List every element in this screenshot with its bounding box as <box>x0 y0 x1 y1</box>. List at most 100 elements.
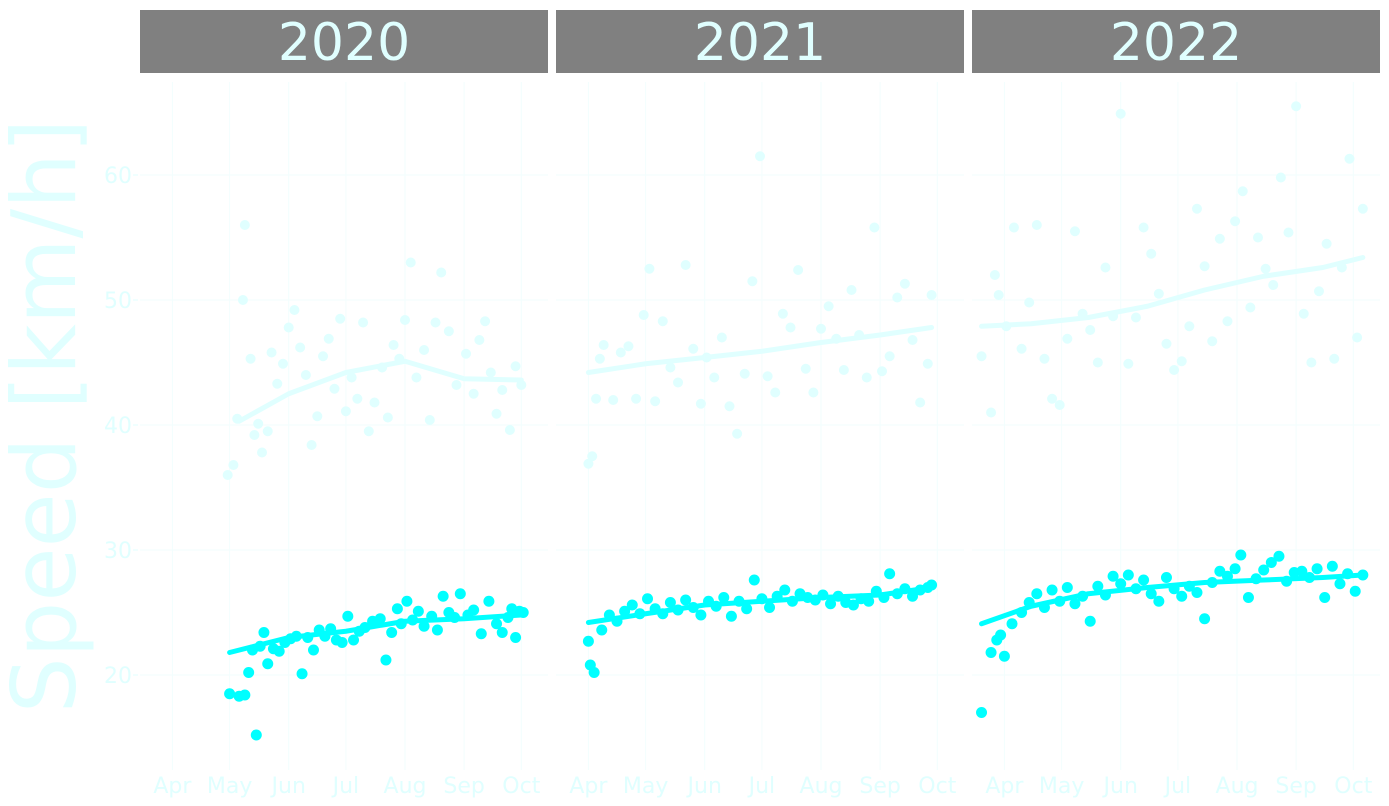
avg-speed-point <box>243 667 255 678</box>
max-speed-point <box>884 351 895 362</box>
x-tick-label: May <box>1039 774 1084 799</box>
max-speed-point <box>808 387 819 398</box>
x-tick-label: Aug <box>800 774 843 799</box>
avg-speed-point <box>307 644 319 656</box>
avg-speed-point <box>1191 587 1203 598</box>
max-speed-point <box>594 353 605 364</box>
avg-speed-point <box>401 595 413 607</box>
avg-speed-trend <box>227 612 524 655</box>
max-speed-point <box>249 430 260 440</box>
max-speed-point <box>762 371 773 382</box>
max-speed-point <box>222 470 233 480</box>
facet-strip <box>972 10 1380 73</box>
max-speed-point <box>747 276 758 287</box>
max-speed-point <box>1352 332 1363 343</box>
max-speed-point <box>1191 203 1202 214</box>
avg-speed-point <box>642 593 654 605</box>
avg-speed-point <box>412 605 424 617</box>
max-speed-point <box>1291 101 1302 112</box>
avg-speed-point <box>863 595 875 607</box>
max-speed-point <box>846 285 857 295</box>
avg-speed-point <box>1122 569 1134 581</box>
avg-speed-point <box>626 599 638 611</box>
max-speed-point <box>1306 357 1317 368</box>
max-speed-point <box>1031 220 1042 230</box>
facet-strip <box>140 10 548 73</box>
max-speed-point <box>318 351 329 362</box>
max-speed-point <box>989 270 1000 280</box>
max-speed-point <box>1260 263 1271 274</box>
y-tick-label: 30 <box>104 539 132 564</box>
facet-strip-label: 2020 <box>278 13 410 73</box>
max-speed-point <box>1161 338 1172 349</box>
max-speed-point <box>436 267 447 278</box>
avg-speed-point <box>386 627 398 638</box>
avg-speed-point <box>1138 574 1150 586</box>
avg-speed-point <box>976 707 988 718</box>
avg-speed-point <box>1061 582 1073 593</box>
max-speed-point <box>1268 280 1279 290</box>
max-speed-point <box>623 341 634 352</box>
max-speed-point <box>915 397 926 408</box>
facet-strip <box>556 10 964 73</box>
max-speed-point <box>388 340 399 350</box>
x-tick-label: Apr <box>153 774 192 799</box>
max-speed-point <box>816 323 827 334</box>
max-speed-point <box>583 458 594 469</box>
max-speed-point <box>1313 286 1324 297</box>
avg-speed-trend <box>979 572 1366 627</box>
max-speed-point <box>838 365 849 375</box>
max-speed-point <box>1321 238 1332 249</box>
avg-speed-point <box>1326 560 1338 572</box>
x-tick-label: Oct <box>1334 774 1372 799</box>
avg-speed-point <box>336 637 348 648</box>
avg-speed-point <box>582 635 594 647</box>
max-speed-point <box>615 347 626 358</box>
max-speed-point <box>922 358 933 369</box>
max-speed-point <box>976 351 987 362</box>
max-speed-point <box>369 397 380 408</box>
max-speed-point <box>869 222 880 233</box>
avg-speed-point <box>596 624 608 636</box>
max-speed-point <box>591 393 602 404</box>
avg-speed-point <box>995 629 1007 641</box>
avg-speed-point <box>1349 585 1361 597</box>
avg-speed-point <box>1273 550 1285 562</box>
avg-speed-point <box>680 594 692 606</box>
avg-speed-point <box>1115 578 1127 590</box>
max-speed-point <box>732 428 743 439</box>
avg-speed-point <box>1107 570 1119 582</box>
max-speed-point <box>497 385 508 395</box>
facet-panel-2022: 2022 Apr May Jun Jul Aug Sep Oct <box>972 10 1380 799</box>
max-speed-point <box>986 407 997 418</box>
max-speed-point <box>323 333 334 344</box>
avg-speed-point <box>1046 584 1058 596</box>
max-speed-point <box>770 387 781 398</box>
max-speed-point <box>1138 222 1149 233</box>
max-speed-point <box>993 290 1004 300</box>
max-speed-point <box>673 377 684 388</box>
avg-speed-point <box>718 592 730 603</box>
max-speed-point <box>644 263 655 274</box>
y-tick-label: 50 <box>104 289 132 314</box>
max-speed-point <box>1092 357 1103 368</box>
max-speed-point <box>504 425 515 435</box>
avg-speed-point <box>1199 613 1211 625</box>
avg-speed-point <box>491 618 503 630</box>
y-tick-label: 20 <box>104 664 132 689</box>
max-speed-point <box>1146 248 1157 259</box>
max-speed-point <box>861 372 872 383</box>
max-speed-point <box>793 265 804 275</box>
y-axis-label: Speed [km/h] <box>0 119 96 714</box>
avg-speed-point <box>454 588 466 600</box>
avg-speed-point <box>1153 595 1165 607</box>
max-speed-point <box>283 322 294 333</box>
max-speed-point <box>451 380 462 390</box>
facet-panel-2021: 2021 Apr May Jun Jul Aug Sep Oct <box>556 10 964 799</box>
x-tick-label: Aug <box>1216 774 1259 799</box>
x-tick-label: Jul <box>1163 774 1192 799</box>
max-speed-point <box>358 317 369 328</box>
max-speed-point <box>262 426 273 437</box>
max-speed-point <box>1199 261 1210 272</box>
max-speed-point <box>688 343 699 354</box>
